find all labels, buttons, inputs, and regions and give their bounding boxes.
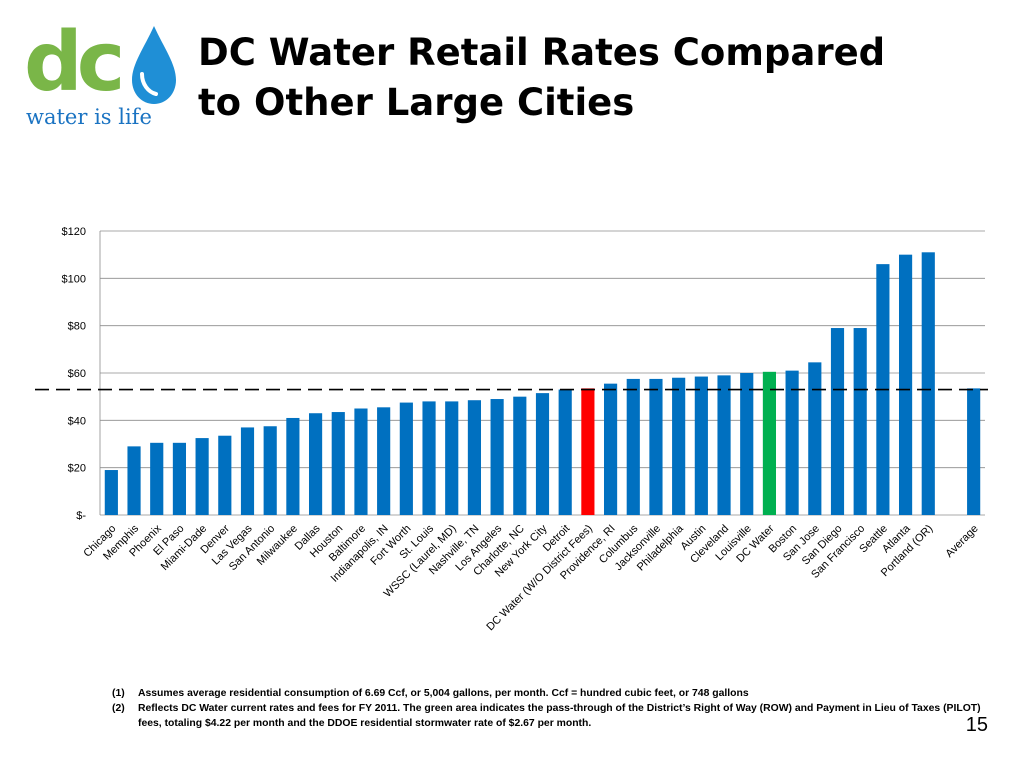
x-tick-label: Average [943,523,980,560]
logo-tagline: water is life [26,105,152,129]
bar [853,328,867,515]
page-title: DC Water Retail Rates Compared to Other … [198,28,998,128]
bar [308,413,323,515]
bar [898,254,913,515]
y-tick-label: $120 [62,226,86,238]
rates-bar-chart: $- $20 $40 $60 $80 $100 $120 Chicago Memphis Pho… [0,215,1024,675]
bar [558,389,572,515]
bar-layer [104,252,981,516]
bar [150,442,164,515]
chart-svg: $- $20 $40 $60 $80 $100 $120 ChicagoMemphisPho… [35,226,988,633]
y-axis-ticks: $- $20 $40 $60 $80 $100 $120 [62,226,87,522]
bar [830,328,845,515]
bar [921,252,935,516]
bar [785,370,799,515]
bar [694,376,708,515]
footnotes: (1) Assumes average residential consumpt… [112,686,992,731]
bar [740,373,754,515]
y-tick-label: $60 [68,368,86,380]
bar [286,417,300,515]
bar [240,427,255,515]
footnote-1-text: Assumes average residential consumption … [138,688,749,699]
bar [172,442,187,515]
footnote-2-number: (2) [112,703,125,714]
bar [467,400,482,515]
footnote-2-text: Reflects DC Water current rates and fees… [138,703,981,729]
bar [104,470,118,515]
title-line-1: DC Water Retail Rates Compared [198,31,886,74]
bar [354,408,368,515]
bar [672,377,686,515]
y-tick-label: $- [76,510,86,522]
footnote-1: (1) Assumes average residential consumpt… [112,686,992,701]
bar [331,412,345,515]
bar [399,402,413,515]
bar [445,401,459,515]
bar [626,378,640,515]
bar [762,371,777,515]
bar [808,362,822,515]
title-line-2: to Other Large Cities [198,81,635,124]
bar [603,383,618,515]
bar [195,438,209,515]
bar [649,378,663,515]
bar [422,401,436,515]
bar [218,435,232,515]
footnote-1-number: (1) [112,688,125,699]
y-tick-label: $80 [68,321,86,333]
bar [513,396,527,515]
bar [490,399,504,515]
y-tick-label: $40 [68,415,86,427]
y-tick-label: $100 [62,273,86,285]
drop-highlight [140,72,158,96]
bar [717,375,731,515]
logo-graphic: dc water is life [24,18,176,129]
bar [581,388,595,515]
logo-dc-text: dc [24,18,121,110]
bar [967,388,981,515]
bar [377,407,391,515]
bar [535,393,550,515]
page-number: 15 [965,714,988,736]
dc-water-logo: dc water is life [24,18,179,130]
y-tick-label: $20 [68,463,86,475]
footnote-2: (2) Reflects DC Water current rates and … [112,701,992,731]
bar [263,426,277,515]
bar [127,446,141,515]
